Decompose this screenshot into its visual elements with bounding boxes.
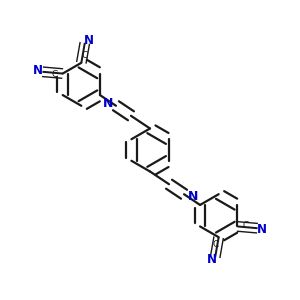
Text: C: C [51, 70, 58, 79]
Text: C: C [212, 240, 219, 249]
Text: N: N [33, 64, 43, 77]
Text: C: C [242, 221, 249, 230]
Text: N: N [207, 253, 217, 266]
Text: N: N [83, 34, 93, 47]
Text: N: N [188, 190, 198, 203]
Text: C: C [81, 51, 88, 60]
Text: N: N [257, 223, 267, 236]
Text: N: N [102, 97, 113, 110]
